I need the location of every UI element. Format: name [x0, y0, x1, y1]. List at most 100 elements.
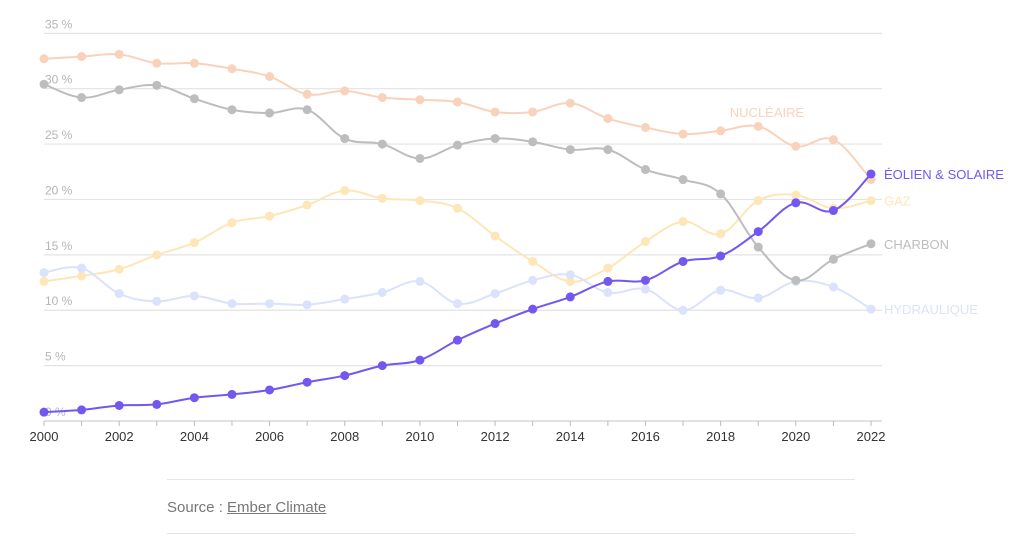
data-point [114, 85, 124, 95]
data-point [114, 49, 124, 59]
data-point [565, 98, 575, 108]
data-point [828, 254, 838, 264]
source-note: Source : Ember Climate [167, 479, 855, 534]
data-point [678, 129, 688, 139]
data-point [152, 80, 162, 90]
data-point [490, 134, 500, 144]
data-point [791, 141, 801, 151]
data-point [265, 211, 275, 221]
data-point [490, 107, 500, 117]
data-point [189, 238, 199, 248]
data-point [716, 189, 726, 199]
data-point [189, 393, 199, 403]
data-point [640, 284, 650, 294]
data-point [114, 400, 124, 410]
data-point [39, 407, 49, 417]
data-point [678, 217, 688, 227]
data-point [152, 58, 162, 68]
data-point [227, 389, 237, 399]
data-point [415, 276, 425, 286]
data-point [640, 275, 650, 285]
data-point [716, 285, 726, 295]
data-point [528, 107, 538, 117]
data-point [227, 105, 237, 115]
data-point [227, 64, 237, 74]
data-point [565, 270, 575, 280]
series--olien-solaire [39, 169, 876, 417]
source-link[interactable]: Ember Climate [227, 499, 327, 516]
data-point [716, 251, 726, 261]
data-point [152, 296, 162, 306]
data-point [828, 135, 838, 145]
data-point [490, 289, 500, 299]
data-point [753, 227, 763, 237]
data-point [603, 114, 613, 124]
data-point [753, 196, 763, 206]
data-point [791, 190, 801, 200]
data-point [528, 137, 538, 147]
x-tick-label: 2006 [255, 429, 284, 444]
data-point [565, 292, 575, 302]
y-tick-label: 25 % [45, 128, 73, 142]
y-tick-label: 5 % [45, 350, 66, 364]
data-point [340, 294, 350, 304]
data-point [227, 218, 237, 228]
data-point [377, 139, 387, 149]
x-tick-label: 2020 [781, 429, 810, 444]
data-point [565, 276, 575, 286]
data-point [603, 288, 613, 298]
data-point [753, 293, 763, 303]
data-point [114, 289, 124, 299]
x-tick-label: 2008 [330, 429, 359, 444]
series-label: NUCLÉAIRE [730, 105, 805, 120]
data-point [189, 58, 199, 68]
series-label: CHARBON [884, 237, 949, 252]
data-point [603, 145, 613, 155]
y-tick-label: 10 % [45, 294, 73, 308]
data-point [377, 288, 387, 298]
data-point [528, 275, 538, 285]
data-point [453, 97, 462, 107]
data-point [716, 229, 726, 239]
data-point [678, 175, 688, 185]
series-gaz [39, 186, 876, 286]
data-point [866, 304, 876, 314]
y-tick-label: 15 % [45, 239, 73, 253]
data-point [415, 153, 425, 163]
data-point [377, 193, 387, 203]
data-point [265, 299, 275, 309]
data-point [453, 299, 462, 309]
source-prefix: Source : [167, 499, 228, 516]
data-point [77, 405, 87, 415]
data-point [39, 79, 49, 89]
data-point [528, 304, 538, 314]
data-point [866, 196, 876, 206]
data-point [340, 134, 350, 144]
data-point [678, 305, 688, 315]
data-point [302, 200, 312, 210]
data-point [77, 263, 87, 273]
data-point [265, 108, 275, 118]
data-point [753, 121, 763, 131]
data-point [302, 377, 312, 387]
x-tick-label: 2016 [631, 429, 660, 444]
data-point [265, 385, 275, 395]
data-point [227, 299, 237, 309]
data-point [39, 276, 49, 286]
data-point [340, 371, 350, 381]
data-point [340, 86, 350, 96]
data-point [377, 361, 387, 371]
data-point [828, 206, 838, 216]
data-point [77, 93, 87, 103]
data-point [565, 145, 575, 155]
y-tick-label: 20 % [45, 183, 73, 197]
data-point [453, 335, 462, 345]
x-tick-label: 2004 [180, 429, 209, 444]
data-point [490, 231, 500, 241]
data-point [528, 256, 538, 266]
x-tick-label: 2014 [556, 429, 585, 444]
data-point [490, 319, 500, 329]
data-point [340, 186, 350, 196]
data-point [640, 237, 650, 247]
